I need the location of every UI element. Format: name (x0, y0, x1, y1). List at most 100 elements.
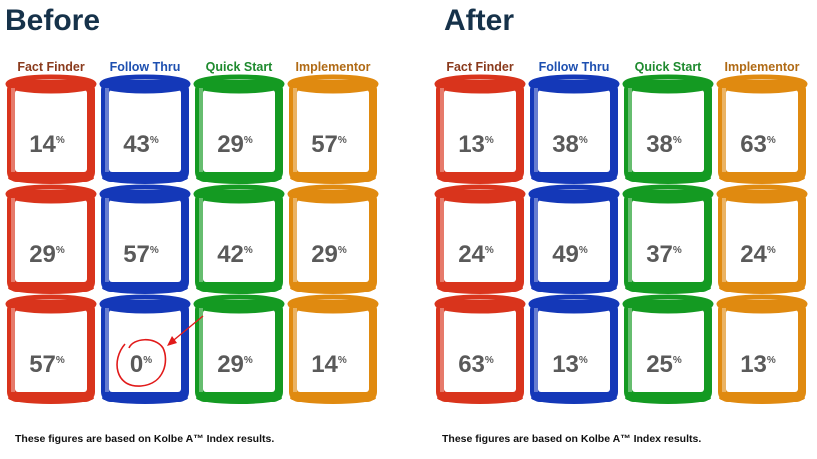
cylinder-bottom-rim (437, 172, 523, 184)
cell: 24% (434, 184, 526, 294)
cylinder-bottom-rim (102, 172, 188, 184)
header-fact-finder: Fact Finder (446, 60, 514, 74)
cylinder-shine (440, 88, 444, 172)
cylinder-bottom-rim (531, 172, 617, 184)
cylinder-face (203, 310, 275, 392)
cell: 14% (287, 294, 379, 404)
cylinder-bottom-rim (196, 392, 282, 404)
cylinder-face (538, 90, 610, 172)
cell: 57% (5, 294, 97, 404)
cylinder-shine (440, 308, 444, 392)
cylinder-top-rim (99, 184, 191, 204)
cylinder-bottom-rim (625, 392, 711, 404)
cylinder-shine (628, 88, 632, 172)
cylinder-shine (199, 88, 203, 172)
header-follow-thru: Follow Thru (538, 60, 610, 74)
cylinder-top-rim (434, 184, 526, 204)
cylinder-bottom-rim (531, 282, 617, 294)
cylinder-face (15, 200, 87, 282)
cylinder-face (109, 200, 181, 282)
cell: 42% (193, 184, 285, 294)
cylinder-shine (722, 88, 726, 172)
cylinder-face (297, 90, 369, 172)
cylinder-top-rim (99, 74, 191, 94)
cylinder-top-rim (287, 184, 379, 204)
cylinder-bottom-rim (102, 282, 188, 294)
cylinder-top-rim (528, 184, 620, 204)
cylinder-bottom-rim (290, 392, 376, 404)
cell: 13% (528, 294, 620, 404)
cylinder-shine (628, 198, 632, 282)
panel-title: After (444, 4, 515, 37)
cell: 49% (528, 184, 620, 294)
cylinder-bottom-rim (437, 282, 523, 294)
cell: 29% (5, 184, 97, 294)
header-follow-thru: Follow Thru (109, 60, 181, 74)
cylinder-top-rim (622, 74, 714, 94)
cylinder-face (109, 310, 181, 392)
cylinder-bottom-rim (625, 282, 711, 294)
before-grid: 14% 43% 29% 57%29% 57% 42% 29%57% 0% 29% 14% (5, 74, 379, 404)
header-quick-start: Quick Start (205, 60, 273, 74)
cylinder-face (726, 310, 798, 392)
panel-title: Before (5, 4, 101, 37)
cylinder-shine (534, 308, 538, 392)
header-fact-finder: Fact Finder (17, 60, 85, 74)
cylinder-top-rim (193, 294, 285, 314)
cell: 57% (99, 184, 191, 294)
cell: 37% (622, 184, 714, 294)
cylinder-face (444, 310, 516, 392)
cylinder-top-rim (716, 294, 808, 314)
cylinder-top-rim (5, 184, 97, 204)
cylinder-shine (534, 88, 538, 172)
header-quick-start: Quick Start (634, 60, 702, 74)
header-implementor: Implementor (724, 60, 800, 74)
footnote: These figures are based on Kolbe A™ Inde… (15, 433, 275, 445)
cylinder-top-rim (434, 74, 526, 94)
cylinder-bottom-rim (196, 172, 282, 184)
cylinder-top-rim (622, 294, 714, 314)
cylinder-face (726, 90, 798, 172)
cell: 25% (622, 294, 714, 404)
cylinder-top-rim (287, 74, 379, 94)
cell: 24% (716, 184, 808, 294)
cylinder-shine (722, 198, 726, 282)
cylinder-bottom-rim (531, 392, 617, 404)
cylinder-bottom-rim (8, 282, 94, 294)
cylinder-shine (293, 308, 297, 392)
after-grid: 13% 38% 38% 63%24% 49% 37% 24%63% 13% 25% 13% (434, 74, 808, 404)
cylinder-face (203, 90, 275, 172)
cylinder-top-rim (5, 294, 97, 314)
cylinder-face (726, 200, 798, 282)
cylinder-shine (293, 88, 297, 172)
cylinder-face (632, 90, 704, 172)
cell: 38% (528, 74, 620, 184)
cell: 43% (99, 74, 191, 184)
cylinder-top-rim (622, 184, 714, 204)
cylinder-shine (293, 198, 297, 282)
cell: 38% (622, 74, 714, 184)
cylinder-shine (628, 308, 632, 392)
cylinder-bottom-rim (719, 172, 805, 184)
cylinder-top-rim (193, 74, 285, 94)
cylinder-face (538, 310, 610, 392)
cylinder-face (444, 90, 516, 172)
cell: 13% (434, 74, 526, 184)
cylinder-top-rim (5, 74, 97, 94)
cell: 29% (193, 74, 285, 184)
cylinder-top-rim (287, 294, 379, 314)
cell: 0% (99, 294, 191, 404)
cylinder-shine (105, 198, 109, 282)
cylinder-face (632, 200, 704, 282)
cell: 57% (287, 74, 379, 184)
cylinder-top-rim (528, 74, 620, 94)
cell-value: 29% (217, 351, 253, 378)
cell: 14% (5, 74, 97, 184)
cylinder-bottom-rim (719, 392, 805, 404)
cell: 29% (287, 184, 379, 294)
cylinder-bottom-rim (8, 392, 94, 404)
cylinder-shine (534, 198, 538, 282)
cylinder-top-rim (434, 294, 526, 314)
cell: 63% (716, 74, 808, 184)
cylinder-face (538, 200, 610, 282)
